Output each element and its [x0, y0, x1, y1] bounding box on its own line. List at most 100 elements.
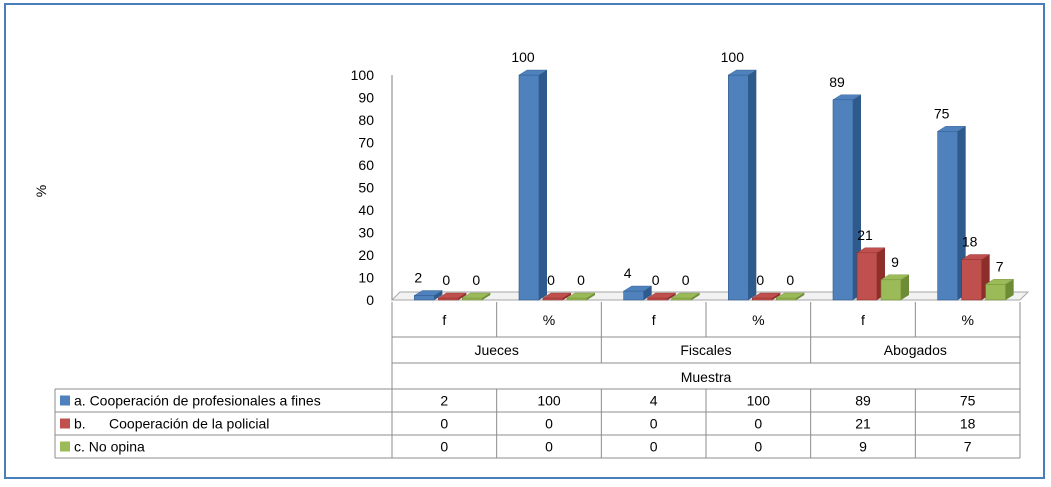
bar-front [961, 259, 982, 301]
table-cell-value: 0 [440, 439, 448, 455]
bar-side [458, 293, 467, 300]
legend-label: c. No opina [74, 439, 145, 455]
table-cell-value: 4 [650, 393, 658, 409]
bar-front [880, 279, 902, 301]
bar-top [437, 292, 468, 299]
legend-label: a. Cooperación de profesionales a fines [74, 393, 321, 409]
bar-side [957, 126, 966, 300]
x-group-label: Abogados [884, 342, 947, 358]
legend-swatch [60, 441, 70, 452]
bar [936, 126, 967, 301]
data-label: 0 [786, 272, 794, 288]
bar-side [643, 286, 652, 300]
bar [542, 292, 572, 301]
table-cell-value: 0 [545, 439, 553, 455]
bar-top [856, 247, 886, 253]
x-category-label: f [652, 312, 656, 328]
bar-top [461, 292, 492, 299]
bar-side [587, 293, 595, 300]
bar-front [566, 297, 588, 301]
data-table: f% f% f % Jueces Fiscales Abogados Muestra a. Co… [54, 302, 1021, 459]
bar [461, 292, 492, 301]
bar-side [667, 293, 676, 300]
bar-top [646, 292, 677, 299]
table-cell-value: 21 [855, 416, 871, 432]
bar-front [728, 74, 749, 301]
y-tick-label: 80 [358, 112, 374, 128]
x-category-label: % [543, 312, 555, 328]
data-label: 0 [577, 272, 585, 288]
table-cell-value: 100 [537, 393, 561, 409]
y-tick-label: 70 [358, 135, 374, 151]
data-label: 75 [934, 105, 950, 121]
table-cell-value: 9 [859, 439, 867, 455]
bar-side [539, 70, 547, 300]
y-tick-label: 100 [351, 67, 375, 83]
bar [566, 292, 596, 301]
y-axis: % 0 10 20 30 40 50 60 70 80 90 100 [33, 67, 393, 308]
bar-side [691, 293, 700, 300]
bar-top [670, 292, 701, 299]
bar [984, 279, 1015, 301]
bar-side [434, 290, 443, 300]
y-tick-label: 50 [358, 180, 374, 196]
y-tick-label: 10 [358, 270, 374, 286]
data-label: 89 [829, 74, 845, 90]
bar [880, 274, 910, 301]
bar [856, 247, 886, 301]
bar-front [647, 297, 668, 301]
table-cell-value: 100 [747, 393, 771, 409]
bar-top [984, 279, 1015, 285]
bar [727, 69, 758, 301]
y-tick-label: 20 [358, 247, 374, 263]
data-label: 0 [756, 272, 764, 288]
bar-front [937, 130, 958, 301]
bar [775, 292, 806, 301]
bar-front [414, 295, 435, 301]
y-tick-label: 0 [366, 292, 374, 308]
bar-top [622, 285, 653, 292]
y-axis-title: % [33, 185, 49, 197]
bar [413, 290, 444, 301]
legend-swatch [60, 418, 70, 429]
bar-side [772, 293, 781, 300]
bar-side [563, 293, 571, 300]
table-cell-value: 0 [440, 416, 448, 432]
bar [960, 254, 991, 301]
data-label: 100 [721, 49, 745, 65]
bar-front [752, 297, 773, 301]
bar-top [542, 292, 572, 299]
bar-front [518, 74, 540, 301]
bar-area [390, 69, 1030, 301]
bar-side [853, 94, 861, 300]
table-cell-value: 0 [650, 416, 658, 432]
table-cell-value: 75 [960, 393, 976, 409]
y-tick-label: 90 [358, 90, 374, 106]
y-tick-label: 40 [358, 202, 374, 218]
x-category-label: % [752, 312, 764, 328]
bar-front [438, 297, 459, 301]
bar [670, 292, 701, 301]
table-cell-value: 18 [960, 416, 976, 432]
table-cell-value: 2 [440, 393, 448, 409]
bar-front [856, 252, 878, 301]
data-label: 21 [857, 227, 873, 243]
x-group-label: Fiscales [680, 342, 731, 358]
table-cell-value: 0 [754, 439, 762, 455]
bar-top [566, 292, 596, 299]
bar [832, 94, 862, 301]
x-category-label: f [861, 312, 865, 328]
bar-top [936, 126, 967, 132]
bar-side [901, 274, 909, 300]
bar-top [832, 94, 862, 100]
x-category-label: f [442, 312, 446, 328]
data-label: 0 [547, 272, 555, 288]
y-tick-label: 30 [358, 225, 374, 241]
bar-front [832, 99, 854, 301]
data-label: 0 [682, 272, 690, 288]
bar [518, 69, 548, 301]
bar [437, 292, 468, 301]
table-cell-value: 7 [964, 439, 972, 455]
